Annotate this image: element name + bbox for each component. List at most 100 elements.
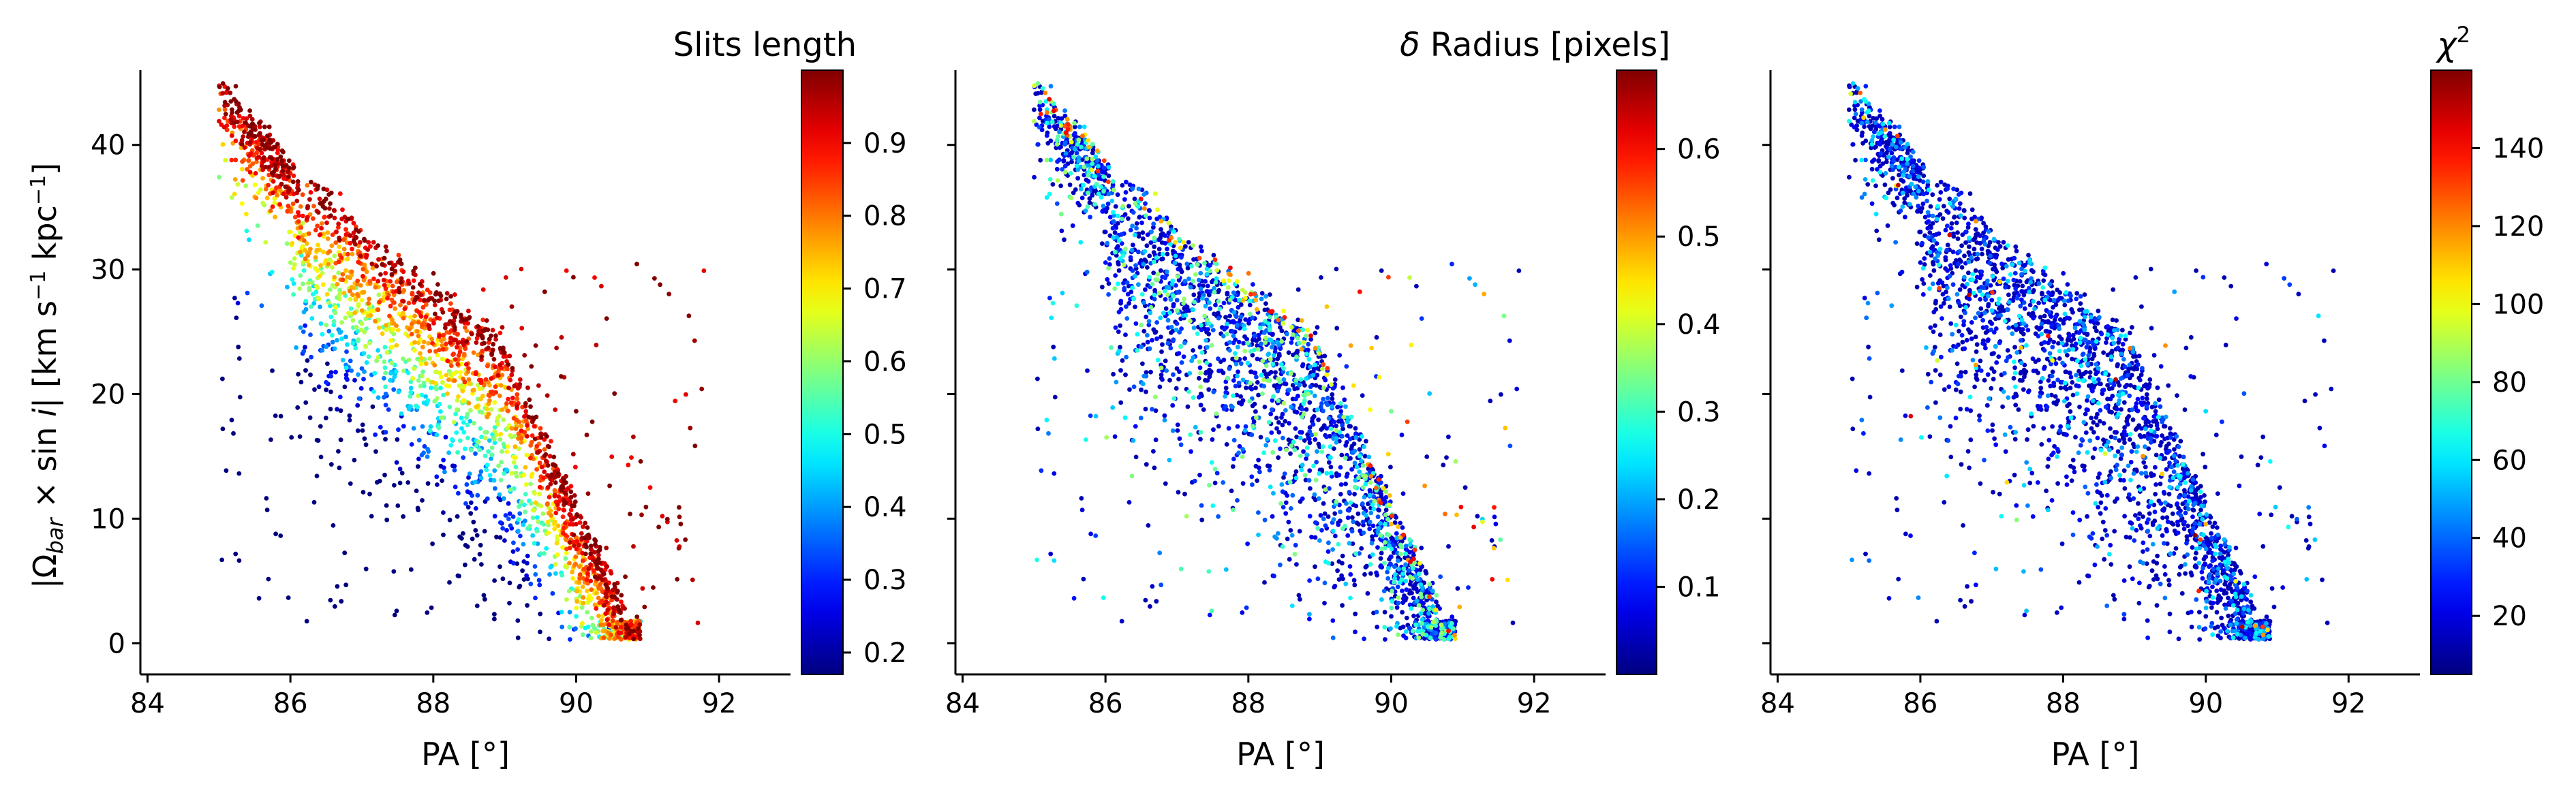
scatter-point [1124, 354, 1129, 360]
scatter-point [1427, 606, 1432, 612]
scatter-point [1298, 435, 1303, 441]
scatter-point [437, 333, 442, 338]
scatter-point [471, 350, 476, 355]
scatter-point [1093, 413, 1099, 419]
scatter-point [1272, 574, 1276, 579]
scatter-point [252, 134, 258, 139]
scatter-point [1059, 116, 1064, 121]
scatter-point [1284, 331, 1289, 337]
scatter-point [336, 449, 341, 454]
scatter-point [1128, 228, 1133, 233]
scatter-point [337, 465, 342, 471]
scatter-point [1270, 345, 1274, 350]
scatter-point [430, 341, 435, 346]
scatter-point [421, 380, 427, 386]
scatter-point [474, 405, 478, 409]
scatter-point [1407, 537, 1413, 542]
scatter-point [1100, 208, 1105, 214]
scatter-point [1151, 449, 1156, 454]
scatter-point [1105, 277, 1110, 282]
scatter-point [1377, 490, 1383, 495]
scatter-point [301, 238, 307, 243]
scatter-point [489, 351, 494, 357]
scatter-point [383, 437, 388, 442]
scatter-point [1159, 372, 1164, 377]
scatter-point [425, 398, 431, 403]
scatter-point [566, 589, 572, 593]
scatter-point [317, 196, 322, 202]
scatter-point [1060, 167, 1065, 172]
scatter-point [1281, 369, 1286, 375]
scatter-point [658, 282, 662, 287]
scatter-point [1370, 534, 1375, 540]
scatter-point [482, 597, 487, 602]
scatter-point [487, 337, 492, 342]
scatter-point [495, 416, 500, 421]
scatter-point [270, 368, 275, 373]
scatter-point [1315, 526, 1320, 531]
scatter-point [289, 435, 294, 440]
scatter-point [399, 471, 405, 475]
scatter-point [491, 478, 497, 483]
scatter-point [1389, 546, 1394, 552]
scatter-point [1170, 278, 1176, 283]
scatter-point [1340, 385, 1345, 390]
scatter-point [281, 172, 286, 178]
scatter-point [427, 356, 433, 361]
scatter-point [568, 495, 574, 500]
scatter-point [397, 480, 403, 486]
scatter-point [1087, 200, 1092, 205]
scatter-point [1321, 501, 1326, 506]
scatter-point [1319, 528, 1324, 533]
scatter-point [326, 192, 331, 197]
scatter-point [1368, 562, 1373, 567]
scatter-point [487, 473, 493, 478]
scatter-point [1096, 163, 1101, 169]
scatter-point [1196, 277, 1201, 283]
scatter-point [1493, 521, 1499, 527]
scatter-point [1090, 161, 1095, 166]
scatter-point [540, 511, 546, 516]
scatter-point [1268, 292, 1272, 297]
scatter-point [1086, 173, 1091, 178]
scatter-point [1242, 428, 1248, 433]
scatter-point [1411, 584, 1416, 589]
scatter-point [461, 351, 467, 357]
scatter-point [1345, 515, 1351, 520]
scatter-point [1122, 415, 1128, 420]
scatter-point [456, 353, 461, 358]
scatter-point [252, 182, 258, 187]
scatter-point [473, 451, 478, 456]
scatter-point [504, 275, 508, 280]
scatter-point [418, 362, 424, 366]
scatter-point [585, 589, 589, 593]
scatter-point [1455, 586, 1460, 591]
scatter-point [1450, 614, 1455, 619]
scatter-point [1179, 360, 1184, 365]
scatter-point [1238, 394, 1243, 399]
scatter-point [545, 485, 551, 490]
scatter-point [316, 384, 322, 390]
scatter-point [1392, 564, 1397, 569]
scatter-point [348, 481, 353, 486]
scatter-point [401, 299, 406, 304]
scatter-point [1289, 336, 1295, 341]
scatter-point [562, 507, 566, 513]
scatter-point [230, 107, 234, 112]
scatter-point [1063, 151, 1069, 156]
scatter-point [229, 195, 234, 200]
scatter-point [1256, 465, 1261, 471]
x-tick-label: 92 [702, 688, 737, 719]
scatter-point [482, 453, 488, 458]
scatter-point [311, 500, 317, 505]
scatter-point [1276, 531, 1281, 536]
scatter-point [1176, 490, 1181, 495]
scatter-point [1360, 519, 1366, 525]
scatter-point [352, 377, 357, 383]
scatter-point [489, 452, 495, 457]
scatter-point [1150, 281, 1155, 287]
scatter-point [270, 204, 275, 209]
scatter-point [1467, 276, 1472, 281]
